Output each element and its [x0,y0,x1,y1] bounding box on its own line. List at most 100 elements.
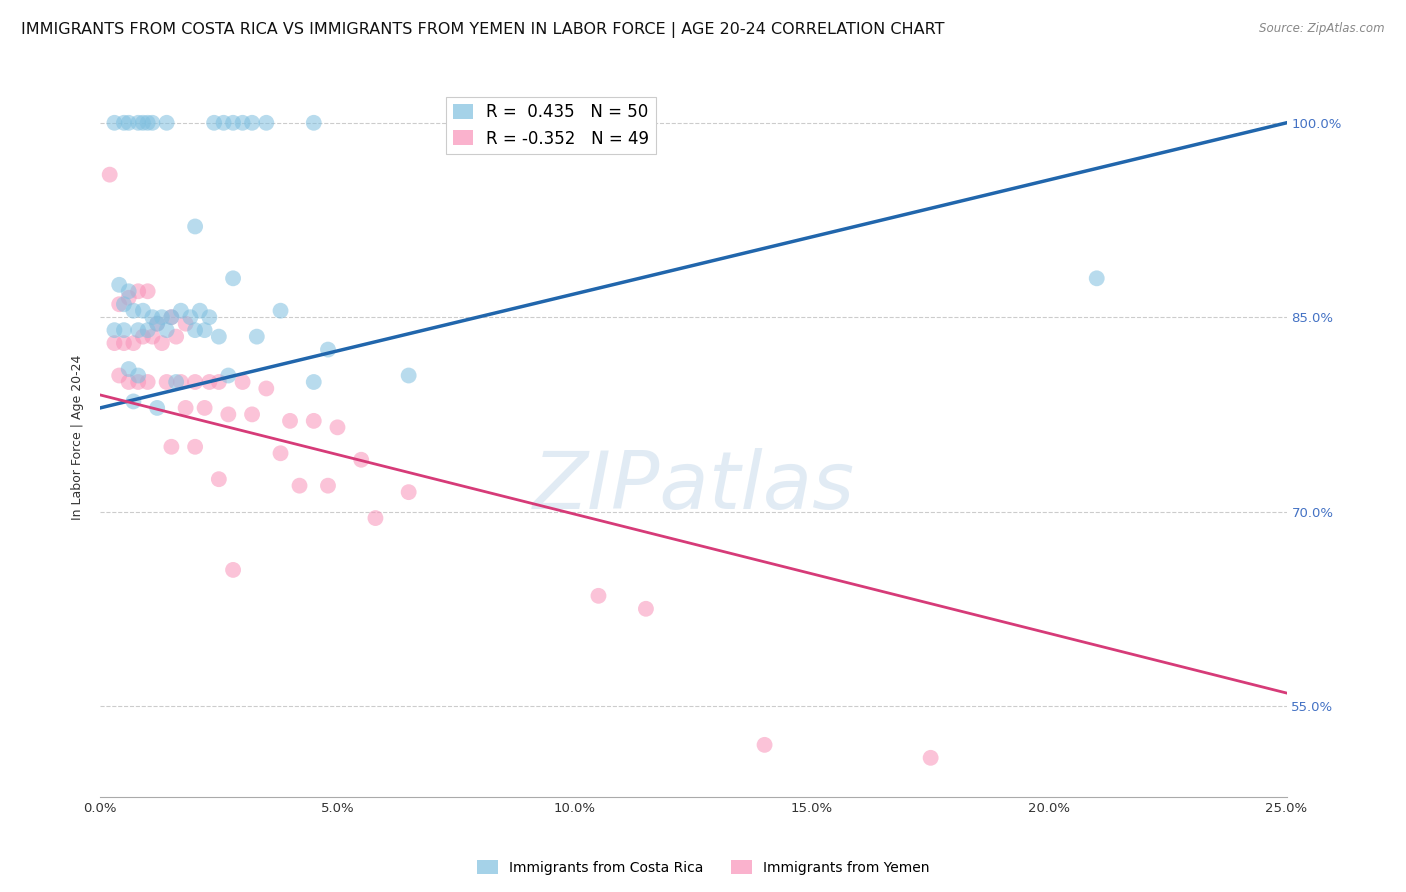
Point [588,589,610,603]
Point [118,362,141,376]
Point [150,310,173,325]
Point [184,440,207,454]
Legend: R =  0.435   N = 50, R = -0.352   N = 49: R = 0.435 N = 50, R = -0.352 N = 49 [446,96,655,154]
Point [136,116,159,130]
Point [132,303,155,318]
Point [127,285,149,299]
Point [103,323,125,337]
Y-axis label: In Labor Force | Age 20-24: In Labor Force | Age 20-24 [72,354,84,520]
Point [302,375,325,389]
Point [270,446,292,460]
Point [122,394,145,409]
Point [141,116,163,130]
Point [127,116,149,130]
Point [920,751,942,765]
Legend: Immigrants from Costa Rica, Immigrants from Yemen: Immigrants from Costa Rica, Immigrants f… [471,855,935,880]
Point [146,401,169,415]
Point [108,297,131,311]
Point [217,368,239,383]
Point [364,511,387,525]
Point [398,368,420,383]
Text: Source: ZipAtlas.com: Source: ZipAtlas.com [1260,22,1385,36]
Point [184,219,207,234]
Text: IMMIGRANTS FROM COSTA RICA VS IMMIGRANTS FROM YEMEN IN LABOR FORCE | AGE 20-24 C: IMMIGRANTS FROM COSTA RICA VS IMMIGRANTS… [21,22,945,38]
Point [174,401,197,415]
Point [112,336,135,351]
Point [278,414,301,428]
Point [112,116,135,130]
Point [212,116,235,130]
Point [108,368,131,383]
Point [170,375,193,389]
Point [179,310,201,325]
Point [232,116,254,130]
Point [118,291,141,305]
Point [198,375,221,389]
Point [240,408,263,422]
Point [302,414,325,428]
Point [754,738,776,752]
Point [136,323,159,337]
Point [118,285,141,299]
Point [112,297,135,311]
Point [194,323,217,337]
Point [174,317,197,331]
Point [316,343,339,357]
Point [136,375,159,389]
Point [350,452,373,467]
Point [136,285,159,299]
Point [108,277,131,292]
Point [156,116,179,130]
Point [146,317,169,331]
Point [634,601,657,615]
Point [188,303,211,318]
Point [326,420,349,434]
Point [1085,271,1108,285]
Point [122,303,145,318]
Point [118,116,141,130]
Point [184,375,207,389]
Point [316,478,339,492]
Point [132,329,155,343]
Point [222,116,245,130]
Point [118,375,141,389]
Text: ZIPatlas: ZIPatlas [533,449,855,526]
Point [160,310,183,325]
Point [202,116,225,130]
Point [150,336,173,351]
Point [165,329,187,343]
Point [127,375,149,389]
Point [103,116,125,130]
Point [208,375,231,389]
Point [198,310,221,325]
Point [222,271,245,285]
Point [288,478,311,492]
Point [127,368,149,383]
Point [103,336,125,351]
Point [141,329,163,343]
Point [232,375,254,389]
Point [1038,815,1060,830]
Point [132,116,155,130]
Point [122,336,145,351]
Point [254,116,277,130]
Point [194,401,217,415]
Point [98,168,121,182]
Point [217,408,239,422]
Point [156,375,179,389]
Point [208,472,231,486]
Point [222,563,245,577]
Point [170,303,193,318]
Point [160,440,183,454]
Point [165,375,187,389]
Point [208,329,231,343]
Point [141,310,163,325]
Point [184,323,207,337]
Point [270,303,292,318]
Point [246,329,269,343]
Point [254,382,277,396]
Point [146,317,169,331]
Point [156,323,179,337]
Point [112,323,135,337]
Point [160,310,183,325]
